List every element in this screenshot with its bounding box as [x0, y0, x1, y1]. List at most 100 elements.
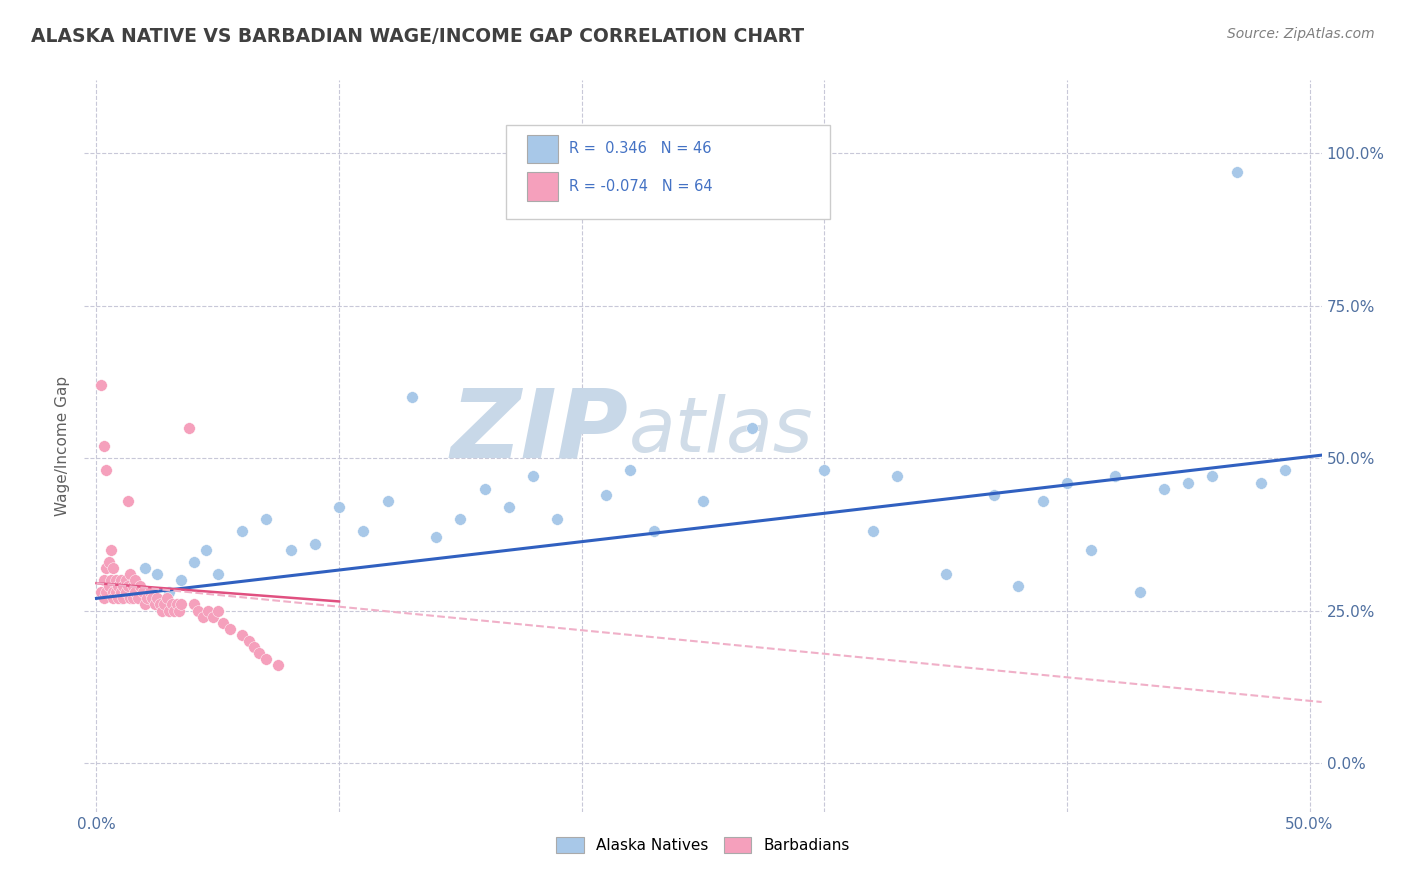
Point [104, 585, 127, 599]
Point [170, 573, 193, 587]
Point [741, 421, 763, 435]
Point [280, 542, 302, 557]
Point [139, 585, 162, 599]
Point [1104, 469, 1126, 483]
Point [425, 530, 447, 544]
Point [127, 591, 149, 606]
Y-axis label: Wage/Income Gap: Wage/Income Gap [55, 376, 70, 516]
Point [498, 500, 520, 514]
Point [207, 604, 229, 618]
Point [122, 573, 145, 587]
Point [103, 561, 125, 575]
Point [813, 463, 835, 477]
Point [97, 579, 120, 593]
Point [231, 628, 253, 642]
Point [104, 573, 127, 587]
Point [117, 579, 139, 593]
Point [124, 573, 146, 587]
Point [93, 439, 115, 453]
Point [194, 542, 217, 557]
Point [1056, 475, 1078, 490]
Point [117, 494, 139, 508]
Point [183, 598, 205, 612]
Point [177, 421, 200, 435]
Point [1153, 482, 1175, 496]
Point [122, 579, 145, 593]
Point [157, 604, 180, 618]
Point [114, 573, 136, 587]
Point [1177, 475, 1199, 490]
Point [247, 646, 270, 660]
Point [170, 598, 193, 612]
Point [124, 585, 146, 599]
Point [146, 591, 169, 606]
Point [107, 591, 129, 606]
Point [304, 536, 326, 550]
Point [141, 591, 163, 606]
Point [112, 579, 135, 593]
Point [100, 542, 122, 557]
Text: ALASKA NATIVE VS BARBADIAN WAGE/INCOME GAP CORRELATION CHART: ALASKA NATIVE VS BARBADIAN WAGE/INCOME G… [31, 27, 804, 45]
Point [886, 469, 908, 483]
Point [1129, 585, 1152, 599]
Point [328, 500, 350, 514]
Point [163, 604, 186, 618]
Point [238, 634, 260, 648]
Point [401, 390, 423, 404]
Point [167, 604, 190, 618]
Point [93, 591, 115, 606]
Point [110, 573, 132, 587]
Point [243, 640, 266, 655]
Point [93, 573, 115, 587]
Point [97, 579, 120, 593]
Point [134, 561, 156, 575]
Point [146, 567, 169, 582]
Point [546, 512, 568, 526]
Point [254, 512, 277, 526]
Point [1080, 542, 1102, 557]
Point [219, 622, 242, 636]
Point [136, 591, 159, 606]
Point [114, 585, 136, 599]
Point [120, 567, 142, 582]
Point [1007, 579, 1029, 593]
Point [474, 482, 496, 496]
Text: ZIP: ZIP [451, 384, 628, 478]
Text: Source: ZipAtlas.com: Source: ZipAtlas.com [1227, 27, 1375, 41]
Point [153, 598, 176, 612]
Point [150, 604, 173, 618]
Point [90, 378, 112, 392]
Point [935, 567, 957, 582]
Point [96, 561, 118, 575]
Point [254, 652, 277, 666]
Point [110, 591, 132, 606]
Point [156, 591, 179, 606]
Point [1201, 469, 1223, 483]
Text: R = -0.074   N = 64: R = -0.074 N = 64 [569, 179, 713, 194]
Point [183, 555, 205, 569]
Point [143, 598, 166, 612]
Point [120, 591, 142, 606]
Text: atlas: atlas [628, 394, 813, 468]
Point [166, 598, 188, 612]
Point [1250, 475, 1272, 490]
Point [193, 609, 215, 624]
Point [1032, 494, 1054, 508]
Point [377, 494, 399, 508]
Point [1274, 463, 1296, 477]
Point [110, 585, 132, 599]
Point [211, 615, 233, 630]
Point [862, 524, 884, 539]
Point [96, 585, 118, 599]
Point [90, 585, 112, 599]
Point [267, 658, 290, 673]
Point [100, 573, 122, 587]
Point [449, 512, 471, 526]
Legend: Alaska Natives, Barbadians: Alaska Natives, Barbadians [550, 830, 856, 859]
Point [134, 598, 156, 612]
Point [107, 579, 129, 593]
Point [692, 494, 714, 508]
Point [129, 579, 152, 593]
Point [197, 604, 219, 618]
Point [131, 585, 153, 599]
